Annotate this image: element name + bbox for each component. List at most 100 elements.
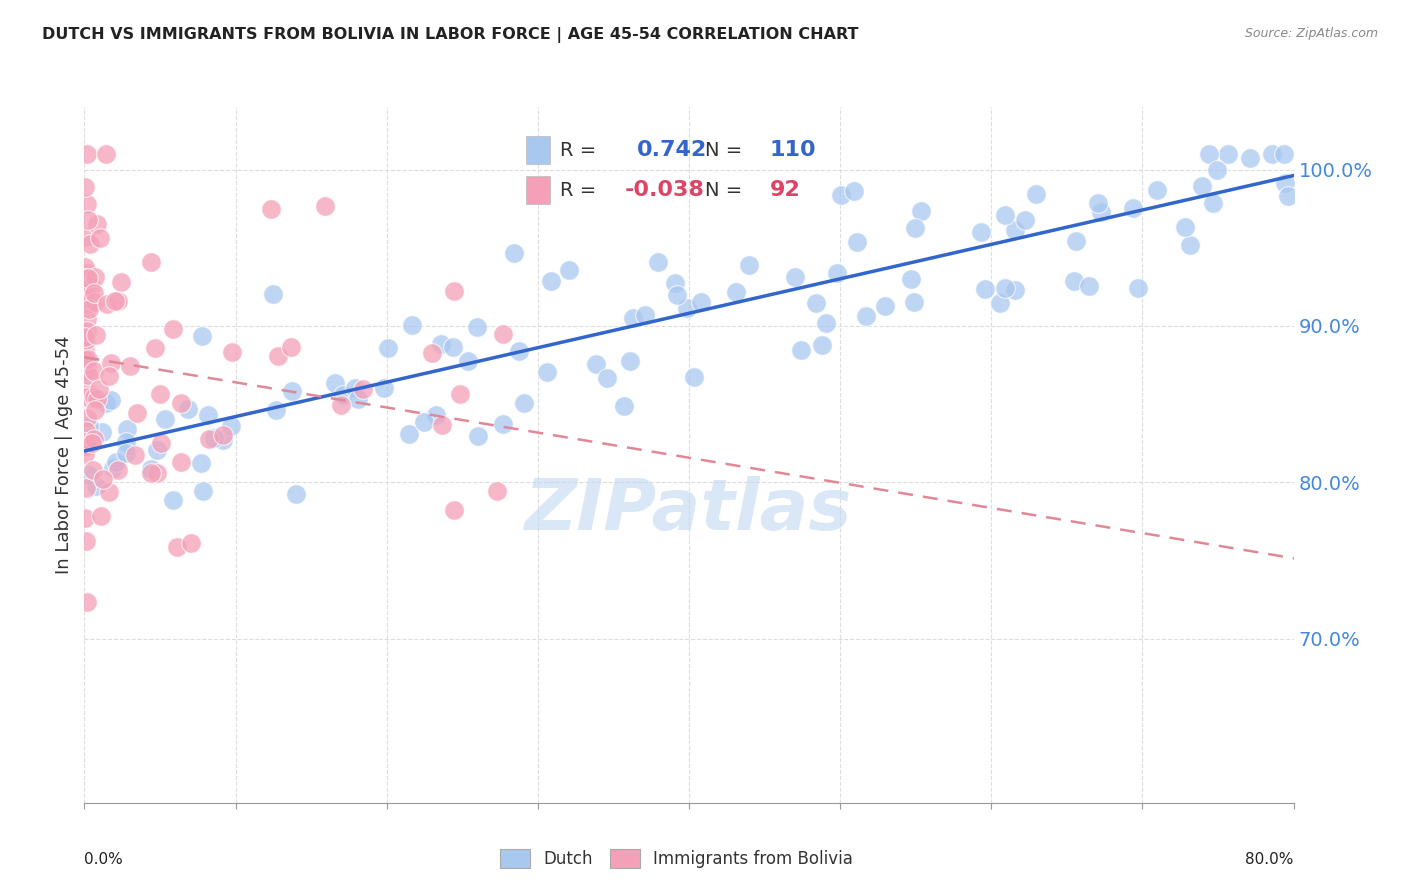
Point bbox=[513, 396, 536, 410]
Point bbox=[124, 448, 146, 462]
Point bbox=[1239, 152, 1261, 166]
Point bbox=[76, 324, 98, 338]
Text: N =: N = bbox=[704, 141, 742, 160]
Point bbox=[110, 275, 132, 289]
Point bbox=[141, 255, 163, 269]
Point bbox=[146, 443, 169, 458]
Point bbox=[73, 330, 96, 344]
Point bbox=[84, 402, 107, 417]
Point bbox=[844, 184, 866, 198]
Point bbox=[1202, 196, 1225, 211]
Point bbox=[84, 328, 107, 343]
Point bbox=[352, 383, 374, 397]
Point bbox=[139, 462, 162, 476]
Point bbox=[1174, 220, 1197, 235]
Point bbox=[443, 502, 465, 516]
Point bbox=[120, 359, 142, 374]
Point bbox=[664, 276, 686, 290]
Point bbox=[401, 318, 423, 332]
FancyBboxPatch shape bbox=[526, 136, 550, 164]
Point bbox=[457, 354, 479, 368]
Point bbox=[666, 287, 689, 301]
Text: 110: 110 bbox=[770, 140, 817, 161]
Point bbox=[1063, 274, 1085, 288]
Point bbox=[1206, 162, 1229, 177]
Point bbox=[467, 429, 489, 443]
Point bbox=[412, 415, 434, 429]
Point bbox=[449, 387, 471, 401]
Point bbox=[169, 396, 191, 410]
Point bbox=[811, 337, 834, 351]
Point bbox=[690, 294, 713, 309]
Point bbox=[76, 352, 98, 367]
Point bbox=[73, 365, 96, 379]
Point bbox=[1191, 179, 1213, 194]
Point bbox=[76, 197, 98, 211]
Point bbox=[1004, 283, 1026, 297]
Point bbox=[806, 296, 828, 310]
Point bbox=[76, 595, 98, 609]
Point bbox=[676, 301, 699, 316]
Text: R =: R = bbox=[560, 141, 596, 160]
Point bbox=[346, 392, 368, 407]
Point bbox=[190, 329, 212, 343]
Point bbox=[221, 344, 243, 359]
Point bbox=[76, 288, 98, 302]
Point bbox=[170, 455, 193, 469]
Point bbox=[83, 286, 105, 301]
Point bbox=[1064, 234, 1087, 248]
Point bbox=[398, 426, 420, 441]
Point bbox=[264, 403, 287, 417]
Point bbox=[97, 368, 120, 383]
Point bbox=[585, 357, 607, 371]
Point bbox=[260, 202, 283, 217]
Point bbox=[211, 433, 233, 447]
Text: -0.038: -0.038 bbox=[624, 180, 704, 201]
Point bbox=[970, 225, 993, 239]
Point bbox=[101, 461, 124, 475]
Point bbox=[146, 467, 169, 481]
Point bbox=[377, 341, 399, 355]
Point bbox=[76, 411, 98, 425]
Text: 0.742: 0.742 bbox=[637, 140, 707, 161]
Point bbox=[910, 203, 932, 218]
Point bbox=[125, 406, 148, 420]
Point bbox=[1178, 238, 1201, 252]
Point bbox=[75, 180, 97, 194]
Point bbox=[492, 326, 515, 341]
Point bbox=[86, 392, 108, 406]
Point bbox=[1316, 207, 1339, 221]
Point bbox=[212, 428, 235, 442]
Point bbox=[262, 286, 284, 301]
Point bbox=[329, 398, 352, 412]
Point bbox=[93, 472, 115, 486]
Point bbox=[117, 422, 139, 436]
Point bbox=[508, 344, 530, 359]
Point bbox=[900, 272, 922, 286]
Point bbox=[314, 198, 336, 212]
Point bbox=[100, 392, 122, 407]
Point bbox=[190, 456, 212, 470]
Legend: Dutch, Immigrants from Bolivia: Dutch, Immigrants from Bolivia bbox=[494, 842, 860, 874]
Point bbox=[619, 354, 641, 368]
Point bbox=[1146, 183, 1168, 197]
Point bbox=[1274, 177, 1296, 191]
Text: R =: R = bbox=[560, 181, 596, 200]
Point bbox=[443, 285, 465, 299]
Text: Source: ZipAtlas.com: Source: ZipAtlas.com bbox=[1244, 27, 1378, 40]
Point bbox=[75, 229, 97, 244]
Point bbox=[1090, 205, 1112, 219]
Point bbox=[425, 409, 447, 423]
Point bbox=[1260, 147, 1282, 161]
Point bbox=[75, 260, 97, 275]
Point bbox=[180, 536, 202, 550]
Point bbox=[96, 297, 118, 311]
Point bbox=[634, 308, 657, 322]
Point bbox=[1004, 223, 1026, 237]
Point bbox=[89, 382, 111, 396]
Point bbox=[83, 390, 105, 404]
Point bbox=[75, 352, 97, 367]
Point bbox=[104, 293, 127, 308]
Point bbox=[76, 266, 98, 280]
Point bbox=[76, 384, 98, 398]
